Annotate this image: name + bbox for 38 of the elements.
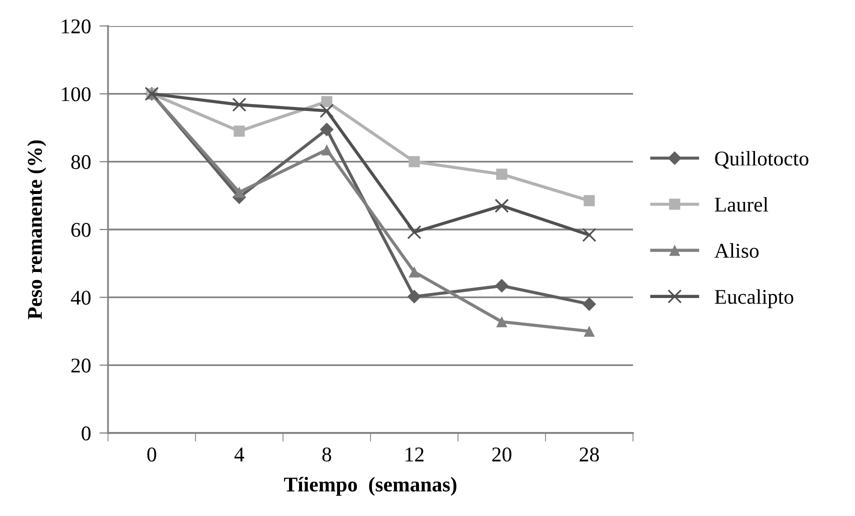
point — [234, 186, 245, 198]
point — [232, 98, 246, 112]
point — [496, 168, 508, 180]
y-tick-label: 120 — [62, 19, 91, 34]
point — [582, 228, 596, 242]
point — [320, 104, 334, 118]
x-tick-label: 4 — [234, 448, 244, 462]
y-tick-label: 100 — [62, 87, 91, 102]
y-tick-label: 20 — [71, 358, 91, 373]
point — [408, 266, 420, 278]
legend-label: Quillotocto — [715, 150, 808, 169]
y-tick-label: 80 — [71, 155, 91, 170]
point — [582, 297, 596, 311]
legend-label: Aliso — [714, 243, 759, 258]
point — [234, 126, 245, 137]
x-tick-label: 28 — [580, 447, 599, 462]
point — [494, 278, 509, 293]
x-tick-label: 8 — [322, 447, 332, 462]
point — [321, 96, 332, 108]
x-tick-label: 0 — [147, 447, 156, 462]
y-tick-label: 40 — [70, 290, 91, 305]
x-tick-label: 12 — [406, 448, 424, 462]
point — [407, 225, 422, 240]
x-axis-title: Tíiempo (semanas) — [284, 476, 456, 496]
point — [407, 290, 422, 304]
y-axis-title: Peso remanente (%) — [27, 140, 46, 320]
legend-label: Eucalipto — [714, 289, 794, 308]
y-tick-label: 60 — [71, 222, 91, 237]
point — [584, 195, 595, 206]
point — [584, 326, 595, 337]
point — [320, 122, 334, 136]
legend-label: Laurel — [714, 197, 768, 212]
point — [408, 156, 420, 168]
x-tick-label: 20 — [492, 447, 512, 462]
point — [494, 198, 509, 213]
point — [321, 144, 332, 156]
y-tick-label: 0 — [82, 426, 91, 440]
point — [496, 316, 508, 328]
